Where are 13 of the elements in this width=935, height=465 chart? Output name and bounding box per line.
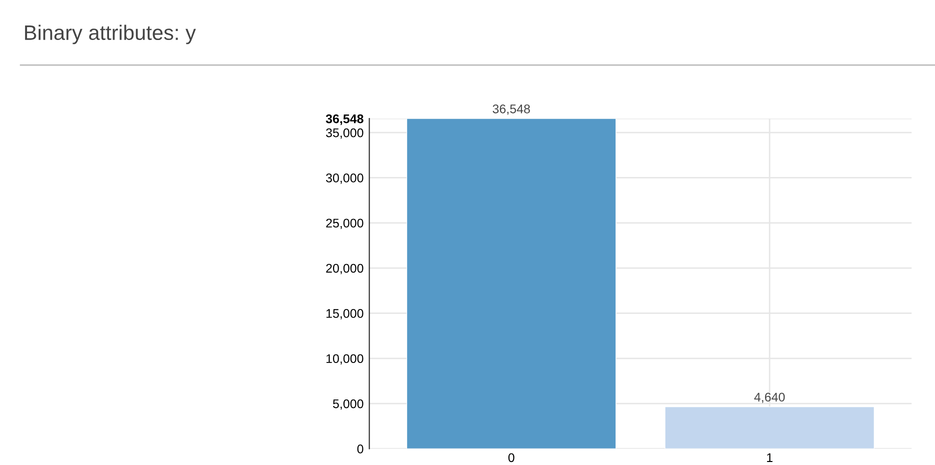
y-tick-label: 25,000 <box>326 218 364 230</box>
y-tick-label: 0 <box>357 444 364 454</box>
y-tick-label: 36,548 <box>326 114 364 126</box>
x-tick-label: 1 <box>767 453 772 462</box>
y-tick-label: 15,000 <box>326 309 364 320</box>
y-tick-label: 20,000 <box>326 264 364 274</box>
text: Binary attributes: y <box>25 24 196 44</box>
data-label: 4,640 <box>754 392 785 404</box>
y-tick-label: 35,000 <box>326 128 364 139</box>
y-tick-label: 10,000 <box>326 354 364 365</box>
y-tick-label: 30,000 <box>326 174 364 184</box>
y-tick-label: 5,000 <box>332 399 364 410</box>
data-label: 36,548 <box>492 104 530 115</box>
